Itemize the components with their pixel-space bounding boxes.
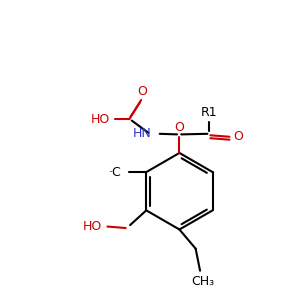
- Text: HO: HO: [91, 112, 110, 126]
- Text: CH₃: CH₃: [191, 275, 214, 288]
- Text: ·C: ·C: [109, 166, 121, 178]
- Text: O: O: [138, 85, 148, 98]
- Text: HN: HN: [133, 127, 152, 140]
- Text: R1: R1: [201, 106, 217, 119]
- Text: O: O: [233, 130, 243, 143]
- Text: O: O: [175, 122, 184, 134]
- Text: HO: HO: [83, 220, 102, 233]
